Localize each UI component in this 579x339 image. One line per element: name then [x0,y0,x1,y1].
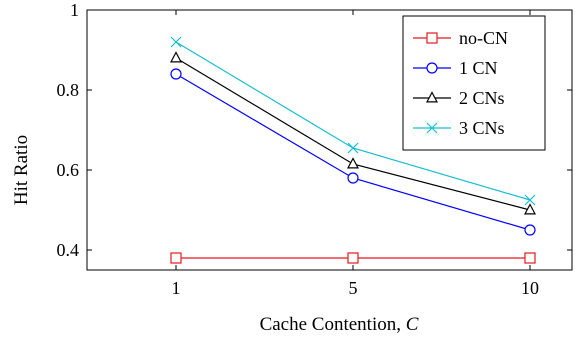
x-marker-stroke [524,194,536,206]
series-2-cns [169,51,537,215]
series-3-cns [170,36,536,206]
y-tick-label: 0.6 [57,160,80,180]
y-tick-label: 1 [70,0,79,20]
x-tick-label: 1 [172,278,181,298]
triangle-marker [346,157,360,169]
triangle-marker [425,91,439,103]
square-marker [347,252,359,264]
x-marker [170,36,182,48]
y-tick-label: 0.8 [57,80,80,100]
series-layer [169,36,537,264]
square-marker [170,252,182,264]
x-axis-label: Cache Contention, C [260,314,419,335]
x-axis-label-text: Cache Contention, [260,314,406,335]
square-marker [524,252,536,264]
triangle-marker [169,51,183,63]
x-tick-label: 10 [521,278,539,298]
legend-item: 3 CNs [413,118,505,138]
x-marker-stroke [347,142,359,154]
circle-marker [524,224,536,236]
legend-label: 3 CNs [459,118,505,138]
x-axis-label-var: C [406,314,419,335]
legend-item: 1 CN [413,58,498,78]
x-marker [426,122,438,134]
y-tick-label: 0.4 [57,240,80,260]
legend-label: 1 CN [459,58,498,78]
series-1-cn [170,68,536,236]
legend-item: no-CN [413,28,508,48]
legend: no-CN 1 CN 2 CNs 3 CNs [402,15,546,151]
circle-marker [170,68,182,80]
x-tick-label: 5 [349,278,358,298]
square-marker [426,32,438,44]
plot-area [86,9,573,271]
series-no-cn [170,252,536,264]
y-axis-ticks: 0.4 0.6 0.8 1 [57,0,572,260]
triangle-marker [523,203,537,215]
legend-label: no-CN [459,28,508,48]
circle-marker [347,172,359,184]
x-marker-stroke [426,122,438,134]
circle-marker [426,62,438,74]
legend-item: 2 CNs [413,88,505,108]
x-marker-stroke [170,36,182,48]
y-axis-label: Hit Ratio [11,135,32,205]
x-marker [524,194,536,206]
x-marker [347,142,359,154]
legend-label: 2 CNs [459,88,505,108]
x-axis-ticks: 1 5 10 [172,10,539,298]
plot-frame [86,9,573,271]
